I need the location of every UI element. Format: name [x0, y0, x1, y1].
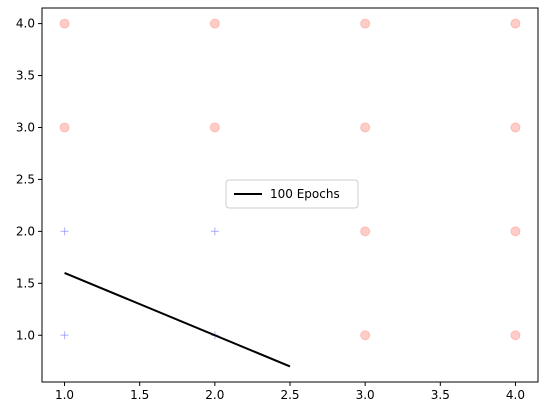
legend-label: 100 Epochs — [270, 187, 340, 201]
x-tick-label: 2.5 — [280, 388, 299, 402]
x-tick-label: 1.5 — [130, 388, 149, 402]
scatter-point-circle — [59, 122, 70, 133]
scatter-point-plus — [60, 227, 69, 236]
scatter-point-plus — [210, 227, 219, 236]
scatter-point-circle — [510, 18, 521, 29]
x-tick-label: 3.0 — [356, 388, 375, 402]
scatter-point-circle — [510, 330, 521, 341]
x-tick-label: 4.0 — [506, 388, 525, 402]
y-tick-label: 1.0 — [16, 328, 35, 342]
scatter-point-circle — [360, 18, 371, 29]
legend: 100 Epochs — [225, 179, 359, 209]
y-tick-label: 1.5 — [16, 276, 35, 290]
x-tick-label: 2.0 — [205, 388, 224, 402]
axis-ticks: 1.0 1.5 2.0 2.5 3.0 3.5 4.0 1.0 1.5 2.0 2.5 3.0 3.5 4… — [16, 17, 525, 402]
scatter-point-circle — [360, 122, 371, 133]
scatter-point-circle — [209, 122, 220, 133]
x-tick-label: 3.5 — [431, 388, 450, 402]
y-tick-label: 2.0 — [16, 224, 35, 238]
y-tick-label: 2.5 — [16, 172, 35, 186]
y-tick-label: 4.0 — [16, 17, 35, 31]
scatter-point-circle — [59, 18, 70, 29]
scatter-point-circle — [360, 330, 371, 341]
plot-frame — [41, 7, 539, 383]
y-tick-label: 3.0 — [16, 120, 35, 134]
plot-marks — [59, 18, 521, 368]
scatter-point-circle — [510, 226, 521, 237]
series-line-100-epochs — [64, 271, 291, 368]
scatter-point-circle — [360, 226, 371, 237]
x-tick-label: 1.0 — [55, 388, 74, 402]
scatter-point-plus — [60, 331, 69, 340]
scatter-point-circle — [510, 122, 521, 133]
legend-box — [225, 179, 359, 209]
y-tick-label: 3.5 — [16, 69, 35, 83]
scatter-point-circle — [209, 18, 220, 29]
